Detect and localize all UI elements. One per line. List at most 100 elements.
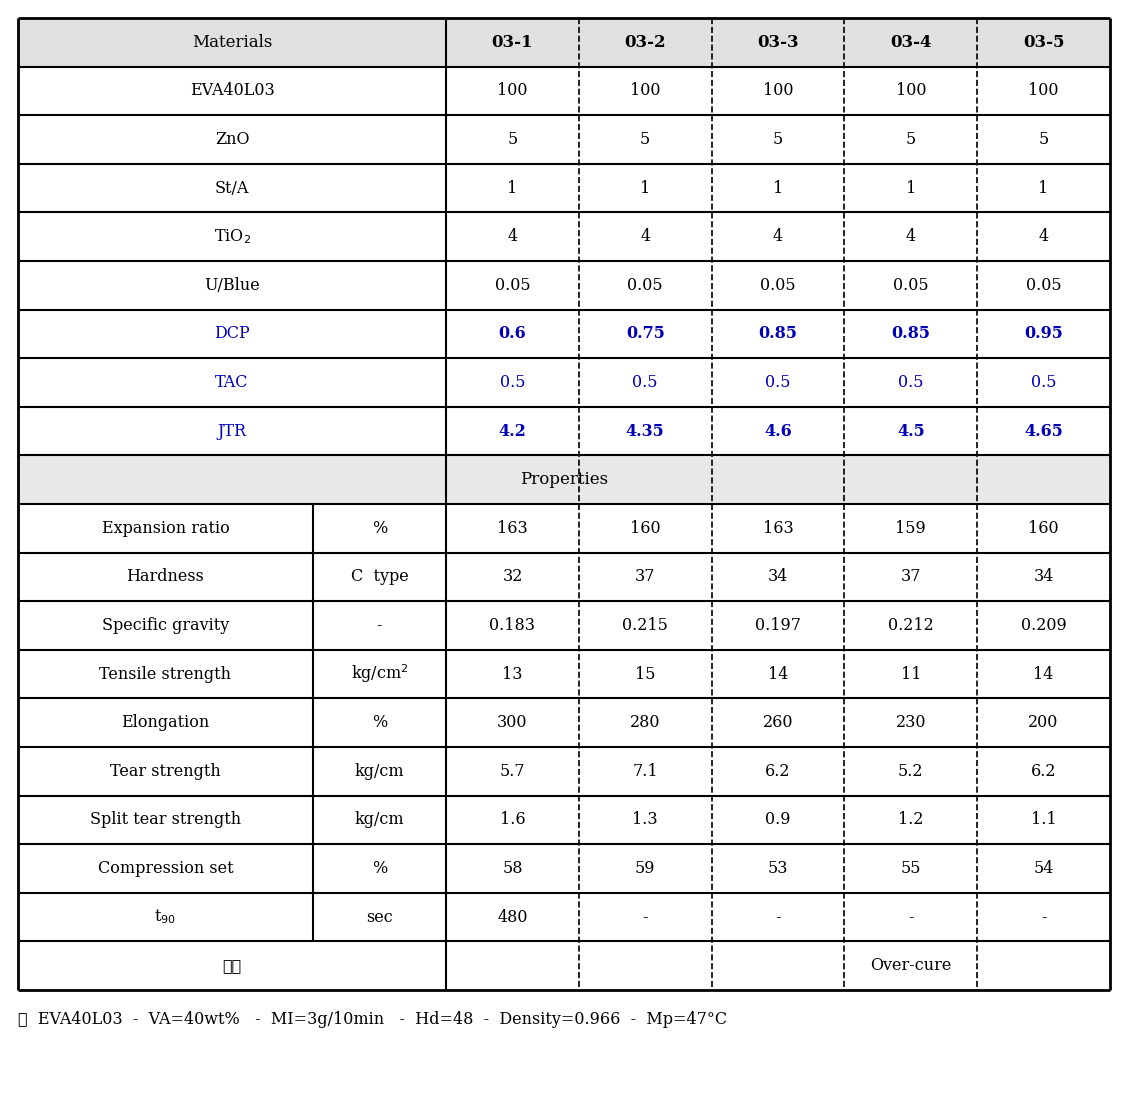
Text: -: - (775, 908, 781, 926)
Bar (18, 309, 1110, 359)
Text: 4: 4 (641, 228, 651, 245)
Text: 1: 1 (906, 179, 916, 197)
Text: 비고: 비고 (222, 957, 241, 974)
Text: Elongation: Elongation (122, 714, 210, 731)
Text: 4.2: 4.2 (499, 423, 527, 439)
Bar (18, 164, 1110, 212)
Text: 230: 230 (896, 714, 926, 731)
Text: 54: 54 (1033, 860, 1054, 877)
Text: Hardness: Hardness (126, 568, 204, 586)
Text: 53: 53 (768, 860, 788, 877)
Text: 1: 1 (773, 179, 783, 197)
Bar (18, 650, 1110, 698)
Text: 03-5: 03-5 (1023, 34, 1065, 50)
Text: Compression set: Compression set (98, 860, 233, 877)
Text: ☆  EVA40L03  -  VA=40wt%   -  MI=3g/10min   -  Hd=48  -  Density=0.966  -  Mp=47: ☆ EVA40L03 - VA=40wt% - MI=3g/10min - Hd… (18, 1011, 728, 1029)
Text: 100: 100 (1029, 82, 1059, 99)
Text: 5.2: 5.2 (898, 763, 924, 779)
Bar (18, 747, 1110, 796)
Text: 03-2: 03-2 (625, 34, 666, 50)
Text: 0.5: 0.5 (500, 374, 526, 391)
Text: 0.5: 0.5 (633, 374, 658, 391)
Text: 1.2: 1.2 (898, 811, 924, 828)
Bar (18, 698, 1110, 747)
Text: 0.5: 0.5 (765, 374, 791, 391)
Text: 159: 159 (896, 520, 926, 537)
Text: 34: 34 (768, 568, 788, 586)
Text: 1: 1 (1039, 179, 1049, 197)
Text: St/A: St/A (214, 179, 249, 197)
Text: 100: 100 (763, 82, 793, 99)
Text: 160: 160 (1029, 520, 1059, 537)
Text: Split tear strength: Split tear strength (90, 811, 241, 828)
Text: Over-cure: Over-cure (870, 957, 952, 974)
Text: Properties: Properties (520, 471, 608, 489)
Text: 1.1: 1.1 (1031, 811, 1057, 828)
Text: 0.5: 0.5 (1031, 374, 1056, 391)
Text: -: - (1041, 908, 1047, 926)
Text: 0.05: 0.05 (495, 277, 530, 294)
Bar (18, 212, 1110, 261)
Text: 4: 4 (1039, 228, 1049, 245)
Text: 1.3: 1.3 (633, 811, 658, 828)
Text: Expansion ratio: Expansion ratio (102, 520, 229, 537)
Bar (18, 456, 1110, 504)
Text: Materials: Materials (192, 34, 272, 50)
Text: 15: 15 (635, 666, 655, 683)
Text: 100: 100 (896, 82, 926, 99)
Text: Specific gravity: Specific gravity (102, 618, 229, 634)
Bar (18, 504, 1110, 553)
Text: 37: 37 (635, 568, 655, 586)
Text: 5.7: 5.7 (500, 763, 526, 779)
Text: 100: 100 (631, 82, 661, 99)
Bar (18, 601, 1110, 650)
Text: 32: 32 (502, 568, 522, 586)
Text: 5: 5 (906, 131, 916, 148)
Bar (18, 796, 1110, 844)
Text: JTR: JTR (218, 423, 247, 439)
Text: C  type: C type (351, 568, 408, 586)
Text: 163: 163 (763, 520, 793, 537)
Text: 4: 4 (906, 228, 916, 245)
Bar (18, 941, 1110, 990)
Text: 5: 5 (773, 131, 783, 148)
Text: 0.209: 0.209 (1021, 618, 1066, 634)
Text: 1.6: 1.6 (500, 811, 526, 828)
Text: 160: 160 (629, 520, 661, 537)
Text: -: - (908, 908, 914, 926)
Bar (18, 359, 1110, 407)
Text: kg/cm$^2$: kg/cm$^2$ (351, 662, 408, 685)
Text: 0.215: 0.215 (623, 618, 668, 634)
Text: 5: 5 (1039, 131, 1049, 148)
Bar (18, 844, 1110, 893)
Bar (18, 115, 1110, 164)
Text: 11: 11 (900, 666, 922, 683)
Text: 03-4: 03-4 (890, 34, 932, 50)
Text: 480: 480 (497, 908, 528, 926)
Text: 4.35: 4.35 (626, 423, 664, 439)
Bar (18, 407, 1110, 456)
Text: 14: 14 (768, 666, 788, 683)
Text: 300: 300 (497, 714, 528, 731)
Text: 55: 55 (900, 860, 922, 877)
Text: Tear strength: Tear strength (111, 763, 221, 779)
Text: 6.2: 6.2 (1031, 763, 1056, 779)
Text: 1: 1 (508, 179, 518, 197)
Text: U/Blue: U/Blue (204, 277, 259, 294)
Text: 0.75: 0.75 (626, 326, 664, 342)
Text: 13: 13 (502, 666, 522, 683)
Text: 0.85: 0.85 (758, 326, 797, 342)
Text: t$_{90}$: t$_{90}$ (155, 908, 176, 927)
Bar (18, 553, 1110, 601)
Text: 14: 14 (1033, 666, 1054, 683)
Text: kg/cm: kg/cm (354, 811, 404, 828)
Text: 0.95: 0.95 (1024, 326, 1063, 342)
Text: 0.05: 0.05 (1025, 277, 1061, 294)
Bar (18, 67, 1110, 115)
Text: 03-3: 03-3 (757, 34, 799, 50)
Text: 6.2: 6.2 (765, 763, 791, 779)
Text: 0.05: 0.05 (627, 277, 663, 294)
Bar (18, 893, 1110, 941)
Text: 03-1: 03-1 (492, 34, 534, 50)
Text: 0.197: 0.197 (755, 618, 801, 634)
